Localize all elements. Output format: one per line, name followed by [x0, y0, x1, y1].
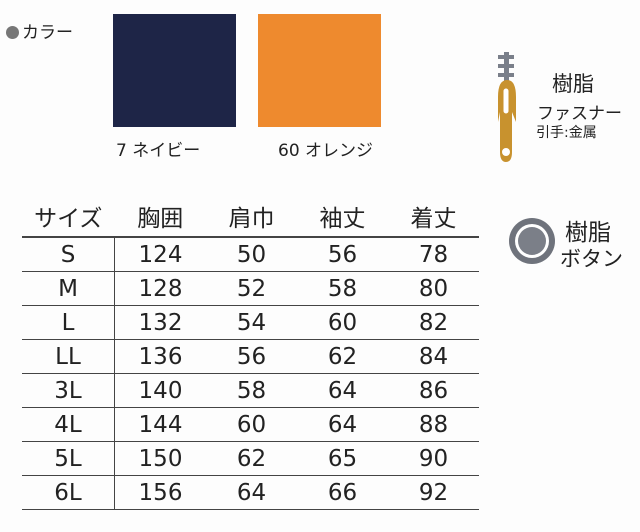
- table-cell: 60: [206, 407, 297, 442]
- table-cell: 58: [297, 271, 388, 306]
- table-cell: 84: [388, 339, 479, 374]
- table-cell: 82: [388, 305, 479, 340]
- swatch-orange-label: 60 オレンジ: [278, 141, 374, 161]
- size-cell: LL: [22, 339, 115, 374]
- column-header: 胸囲: [114, 196, 206, 238]
- table-row: 6L 156 64 66 92: [22, 475, 479, 510]
- table-cell: 64: [206, 475, 297, 510]
- table-row: 5L 150 62 65 90: [22, 441, 479, 476]
- table-cell: 78: [388, 237, 479, 272]
- table-cell: 56: [297, 237, 388, 272]
- table-cell: 66: [297, 475, 388, 510]
- table-cell: 140: [114, 373, 206, 408]
- swatch-navy-label: 7 ネイビー: [116, 141, 201, 161]
- button-subtitle: ボタン: [560, 247, 623, 271]
- table-row: S 124 50 56 78: [22, 237, 479, 272]
- table-cell: 60: [297, 305, 388, 340]
- size-cell: 4L: [22, 407, 115, 442]
- column-header: 着丈: [388, 196, 479, 238]
- table-row: M 128 52 58 80: [22, 271, 479, 306]
- table-cell: 124: [114, 237, 206, 272]
- table-row: LL 136 56 62 84: [22, 339, 479, 374]
- table-cell: 132: [114, 305, 206, 340]
- table-cell: 62: [206, 441, 297, 476]
- fastener-subtitle: ファスナー: [537, 104, 622, 124]
- size-cell: L: [22, 305, 115, 340]
- bullet-icon: [6, 26, 19, 39]
- table-cell: 88: [388, 407, 479, 442]
- column-header: サイズ: [22, 196, 115, 238]
- table-cell: 62: [297, 339, 388, 374]
- table-cell: 54: [206, 305, 297, 340]
- fastener-note: 引手:金属: [536, 125, 597, 141]
- fastener-title: 樹脂: [552, 72, 594, 96]
- table-cell: 50: [206, 237, 297, 272]
- table-cell: 65: [297, 441, 388, 476]
- table-cell: 144: [114, 407, 206, 442]
- table-cell: 136: [114, 339, 206, 374]
- table-cell: 64: [297, 373, 388, 408]
- column-header: 袖丈: [297, 196, 388, 238]
- table-cell: 150: [114, 441, 206, 476]
- size-cell: 5L: [22, 441, 115, 476]
- size-cell: S: [22, 237, 115, 272]
- table-cell: 128: [114, 271, 206, 306]
- zipper-icon: [498, 52, 516, 162]
- table-cell: 156: [114, 475, 206, 510]
- table-cell: 52: [206, 271, 297, 306]
- table-cell: 56: [206, 339, 297, 374]
- table-row: L 132 54 60 82: [22, 305, 479, 340]
- table-row: 4L 144 60 64 88: [22, 407, 479, 442]
- button-icon: [509, 218, 555, 264]
- table-cell: 80: [388, 271, 479, 306]
- size-cell: 3L: [22, 373, 115, 408]
- table-cell: 58: [206, 373, 297, 408]
- table-cell: 92: [388, 475, 479, 510]
- table-cell: 90: [388, 441, 479, 476]
- size-table: サイズ 胸囲 肩巾 袖丈 着丈 S 124 50 56 78 M 128 52 58 80 L 132 54 60…: [22, 196, 479, 510]
- table-row: 3L 140 58 64 86: [22, 373, 479, 408]
- swatch-navy: [113, 14, 236, 127]
- column-header: 肩巾: [206, 196, 297, 238]
- swatch-orange: [258, 14, 381, 127]
- size-cell: M: [22, 271, 115, 306]
- button-title: 樹脂: [565, 220, 611, 246]
- color-section-label: カラー: [6, 18, 73, 43]
- size-cell: 6L: [22, 475, 115, 510]
- table-cell: 64: [297, 407, 388, 442]
- table-cell: 86: [388, 373, 479, 408]
- color-label-text: カラー: [22, 23, 73, 43]
